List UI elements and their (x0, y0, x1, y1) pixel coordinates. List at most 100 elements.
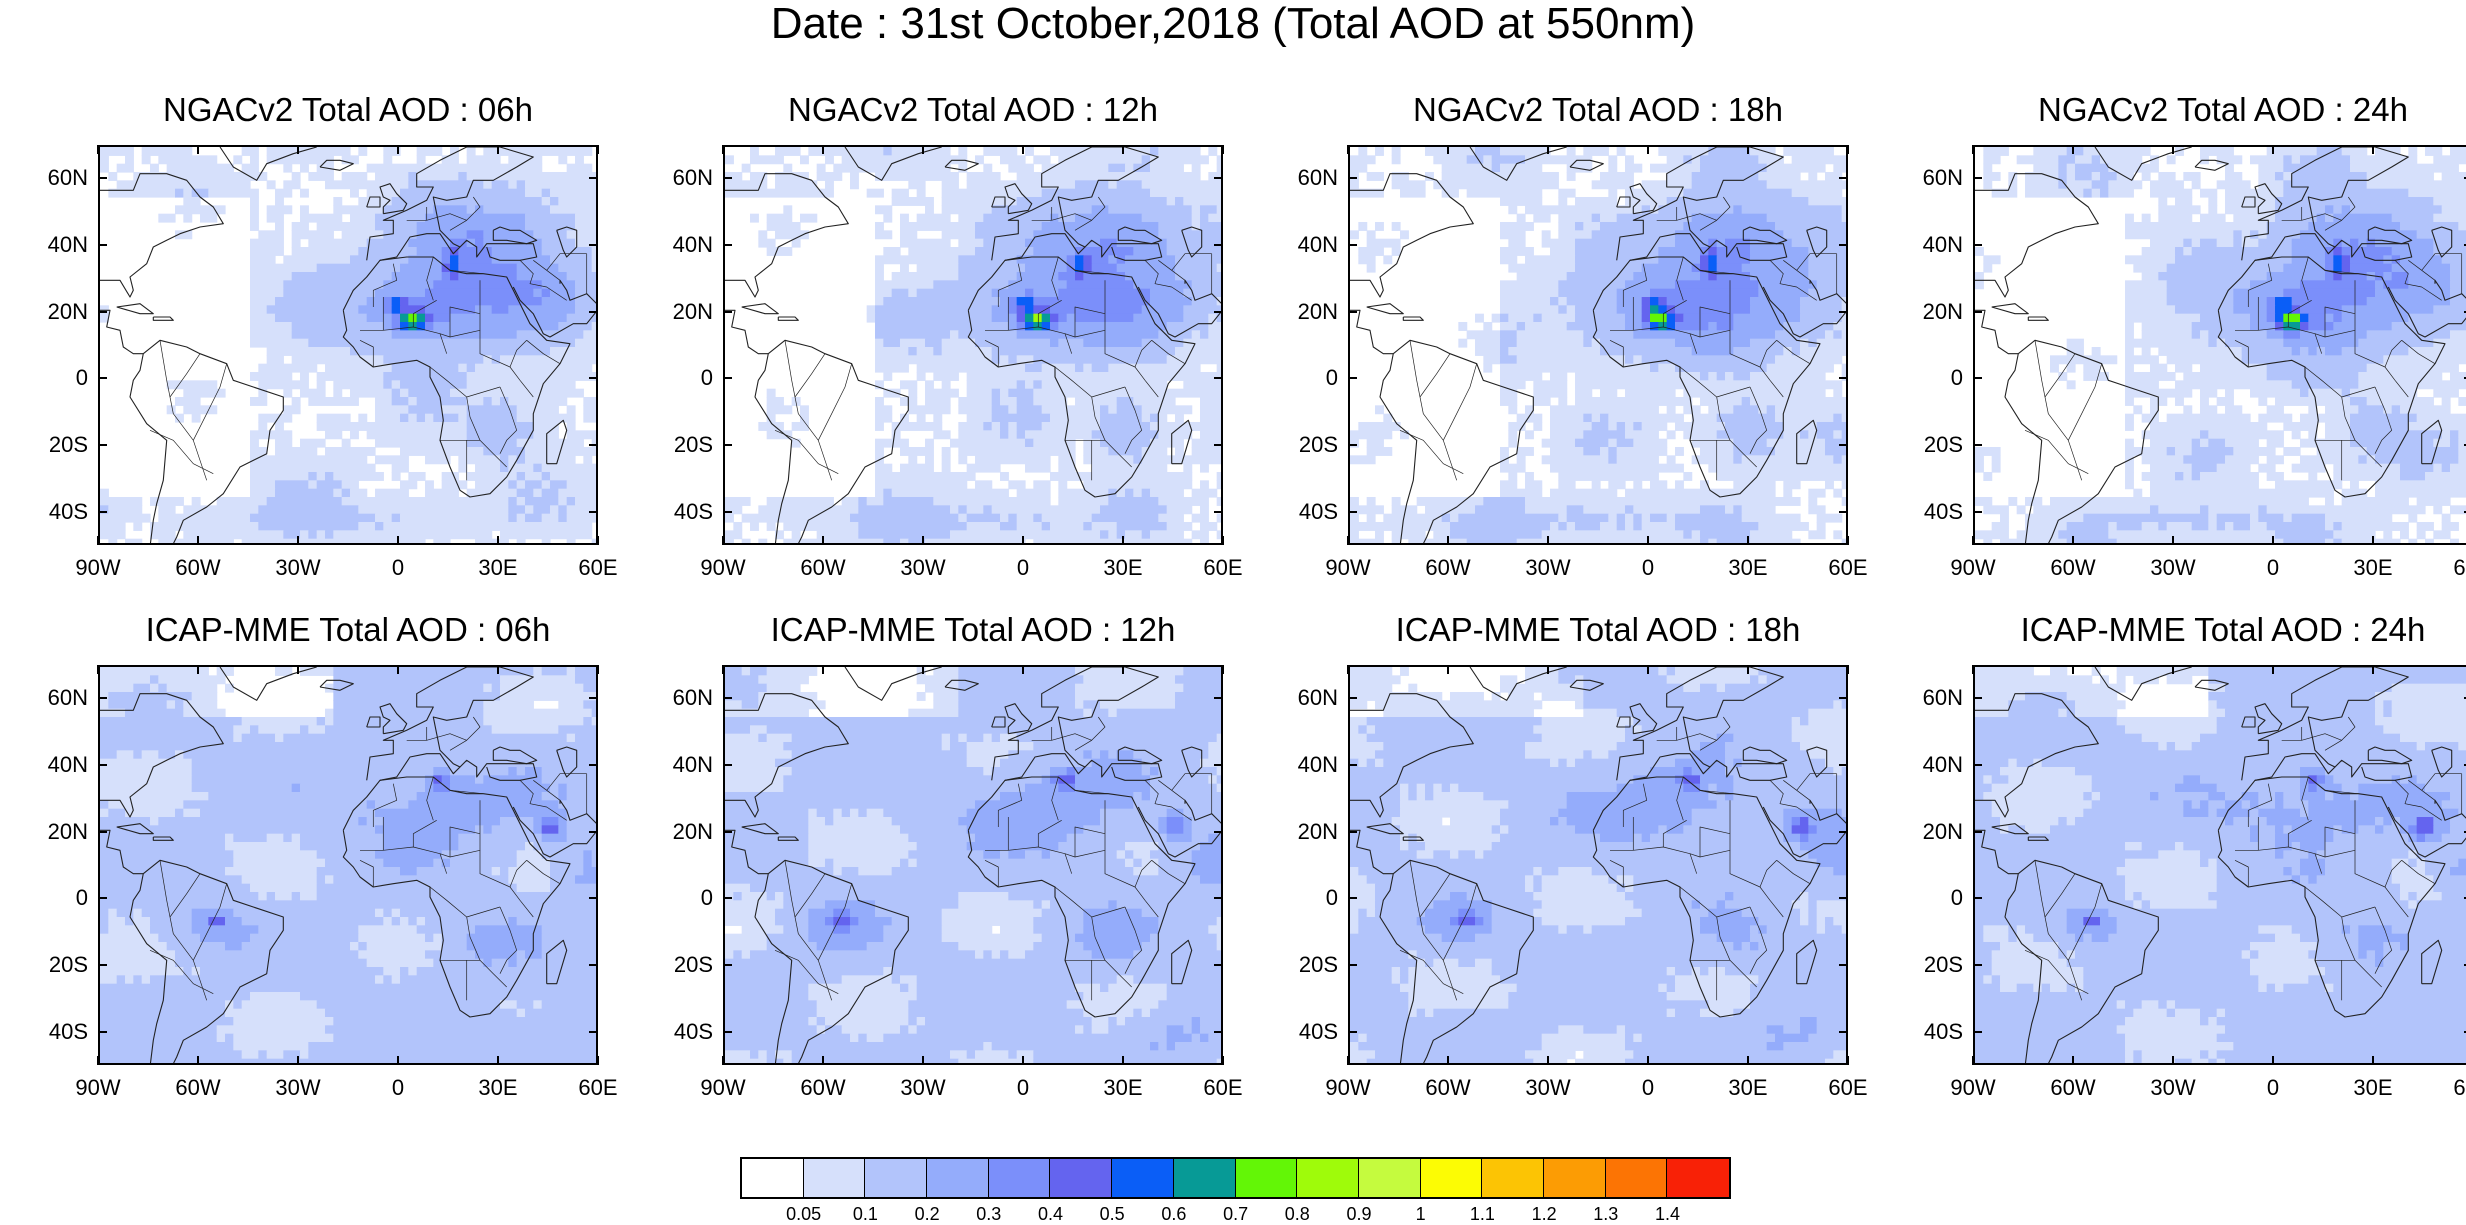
lon-tick-mark (97, 1056, 99, 1065)
lon-tick-mark (1222, 536, 1224, 545)
lon-tick-mark (397, 1056, 399, 1065)
lat-tick-mark (1839, 964, 1848, 966)
lat-tick-mark (1348, 310, 1357, 313)
lat-tick-mark (1839, 377, 1848, 380)
lon-tick-mark (1547, 1056, 1549, 1065)
lat-tick-mark (1839, 510, 1848, 513)
lat-tick-mark (1214, 964, 1223, 966)
lon-tick-label: 30W (2150, 1075, 2196, 1100)
lat-tick-mark (723, 964, 732, 966)
lon-tick-mark (97, 665, 99, 674)
lon-tick-mark (2172, 145, 2174, 154)
lat-tick-mark (1973, 1030, 1982, 1033)
map-panel: NGACv2 Total AOD : 18h 60N 40N 20N 0 20S 40S 90… (1298, 91, 1868, 580)
lon-tick-mark (1222, 1056, 1224, 1065)
lat-tick-mark (589, 310, 598, 313)
lon-tick-mark (722, 536, 724, 545)
aod-map (1973, 145, 2466, 545)
lat-tick-label: 40N (47, 232, 88, 257)
lon-tick-mark (1447, 665, 1449, 674)
lon-tick-mark (2372, 1056, 2374, 1065)
lon-tick-mark (397, 145, 399, 154)
lon-tick-label: 30E (478, 555, 518, 580)
lon-tick-mark (822, 665, 824, 674)
lat-tick-label: 60N (672, 685, 713, 711)
lat-tick-mark (98, 830, 107, 833)
lon-tick-mark (1022, 665, 1024, 674)
map-panel: NGACv2 Total AOD : 12h 60N 40N 20N 0 20S 40S 90… (673, 91, 1243, 580)
lon-tick-label: 90W (1950, 555, 1996, 580)
colorbar-label: 0.2 (914, 1204, 940, 1224)
colorbar-box (1173, 1159, 1236, 1197)
lon-tick-mark (97, 145, 99, 154)
lon-tick-mark (1847, 536, 1849, 545)
lon-tick-label: 30W (900, 1075, 946, 1100)
lon-tick-mark (1122, 1056, 1124, 1065)
lon-tick-label: 30E (2353, 555, 2393, 580)
lon-tick-label: 30E (1728, 555, 1768, 580)
colorbar-label: 0.3 (976, 1204, 1002, 1224)
lat-tick-mark (2464, 964, 2466, 966)
lon-tick-mark (1747, 145, 1749, 154)
lon-tick-mark (297, 536, 299, 545)
lon-tick-label: 60W (1425, 1075, 1471, 1100)
lon-tick-mark (1847, 1056, 1849, 1065)
lat-tick-mark (98, 964, 107, 966)
lon-tick-mark (1547, 145, 1549, 154)
lon-tick-label: 30W (275, 555, 321, 580)
lat-tick-mark (589, 764, 598, 766)
lon-tick-label: 60E (1828, 555, 1868, 580)
lon-tick-mark (1847, 145, 1849, 154)
lon-tick-mark (1022, 1056, 1024, 1065)
lon-tick-mark (1222, 145, 1224, 154)
lat-tick-label: 40N (672, 232, 713, 257)
lon-tick-label: 60E (1203, 1075, 1243, 1100)
lat-tick-label: 60N (47, 165, 88, 191)
lon-tick-mark (1547, 665, 1549, 674)
lat-tick-label: 40S (48, 498, 88, 524)
lat-tick-mark (723, 177, 732, 180)
lat-tick-mark (1348, 444, 1357, 446)
lon-tick-label: 30E (1728, 1075, 1768, 1100)
lat-tick-label: 60N (1297, 165, 1338, 191)
lon-tick-mark (1022, 145, 1024, 154)
lat-tick-mark (98, 764, 107, 766)
lat-tick-mark (1348, 697, 1357, 700)
map-panel: NGACv2 Total AOD : 06h 60N 40N 20N 0 20S 40S 90… (48, 91, 618, 580)
colorbar-label: 0.8 (1284, 1204, 1310, 1224)
lon-tick-label: 60W (175, 1075, 221, 1100)
lat-tick-label: 60N (1922, 685, 1963, 711)
lat-tick-label: 20N (47, 298, 88, 324)
lon-tick-mark (97, 536, 99, 545)
lat-tick-mark (98, 697, 107, 700)
map-panel: ICAP-MME Total AOD : 06h 60N 40N 20N 0 20S 40S… (48, 611, 618, 1100)
map-panel: ICAP-MME Total AOD : 18h 60N 40N 20N 0 20S 40S… (1298, 611, 1868, 1100)
lon-tick-label: 30W (900, 555, 946, 580)
colorbar-box (1112, 1159, 1174, 1197)
lon-tick-label: 90W (700, 555, 746, 580)
panel-title: ICAP-MME Total AOD : 12h (770, 611, 1176, 648)
lat-tick-mark (1839, 310, 1848, 313)
lon-tick-label: 30W (1525, 555, 1571, 580)
lon-tick-label: 30W (275, 1075, 321, 1100)
lat-tick-mark (1839, 830, 1848, 833)
lon-tick-label: 60E (2453, 1075, 2466, 1100)
lon-tick-mark (197, 536, 199, 545)
lat-tick-mark (1214, 510, 1223, 513)
lon-tick-mark (597, 536, 599, 545)
lat-tick-mark (1839, 697, 1848, 700)
lat-tick-mark (1348, 764, 1357, 766)
lat-tick-mark (1214, 244, 1223, 246)
lat-tick-mark (2464, 764, 2466, 766)
lat-tick-mark (2464, 177, 2466, 180)
lon-tick-label: 60W (800, 1075, 846, 1100)
colorbar-label: 1.3 (1593, 1204, 1619, 1224)
lon-tick-mark (922, 145, 924, 154)
lon-tick-mark (1647, 536, 1649, 545)
aod-field (100, 667, 596, 1063)
lat-tick-label: 20N (47, 818, 88, 844)
colorbar-label: 0.5 (1099, 1204, 1125, 1224)
lon-tick-mark (1972, 665, 1974, 674)
lon-tick-label: 60W (1425, 555, 1471, 580)
lon-tick-mark (722, 665, 724, 674)
